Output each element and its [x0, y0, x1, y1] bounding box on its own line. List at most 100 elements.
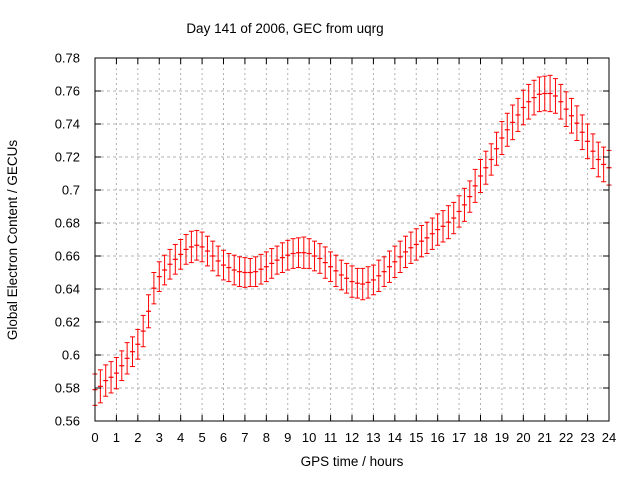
error-bar [247, 257, 253, 288]
error-bar [542, 75, 548, 112]
x-tick-label: 3 [156, 430, 163, 445]
error-bar [124, 342, 130, 375]
error-bar [263, 251, 269, 283]
error-bar [242, 257, 248, 288]
error-bar [574, 105, 580, 141]
error-bar [306, 238, 312, 269]
y-tick-label: 0.64 [55, 282, 80, 297]
tick-labels: 0 1 2 3 4 5 6 7 8 9 10 11 12 13 14 15 16 17 18 19 20 21 22 23 24… [55, 51, 617, 446]
error-bar [135, 328, 141, 360]
error-bar [146, 294, 152, 329]
x-tick-label: 9 [284, 430, 291, 445]
error-bar [140, 314, 146, 348]
error-bar [365, 266, 371, 299]
y-tick-label: 0.58 [55, 381, 80, 396]
x-tick-label: 12 [345, 430, 359, 445]
error-bar [499, 121, 505, 156]
error-bar [585, 123, 591, 160]
error-bar [274, 245, 280, 275]
error-bar [531, 79, 537, 116]
error-bar [413, 228, 419, 261]
x-tick-label: 14 [388, 430, 402, 445]
error-bar [579, 114, 585, 151]
error-bar [221, 249, 226, 281]
y-tick-label: 0.74 [55, 117, 80, 132]
x-tick-label: 23 [580, 430, 594, 445]
error-bar [386, 250, 392, 283]
error-bar [403, 235, 409, 269]
y-tick-label: 0.72 [55, 150, 80, 165]
error-bar [183, 234, 189, 265]
error-bar [467, 180, 473, 213]
error-bar [338, 259, 344, 291]
x-tick-label: 18 [473, 430, 487, 445]
error-bar [392, 245, 398, 278]
plot-border [94, 57, 610, 422]
y-tick-label: 0.78 [55, 51, 80, 66]
x-tick-label: 6 [220, 430, 227, 445]
error-bar [344, 262, 350, 294]
y-tick-label: 0.76 [55, 84, 80, 99]
error-bar [167, 248, 173, 280]
error-bar [408, 231, 414, 264]
x-tick-label: 8 [263, 430, 270, 445]
x-tick-label: 5 [198, 430, 205, 445]
error-bar [601, 146, 607, 183]
error-bar [156, 261, 162, 292]
error-bar [162, 254, 168, 286]
x-tick-label: 21 [538, 430, 552, 445]
error-bar [595, 141, 601, 178]
chart-title: Day 141 of 2006, GEC from uqrg [186, 21, 383, 36]
error-bar [445, 205, 451, 240]
error-bar [349, 265, 355, 298]
x-axis-label: GPS time / hours [301, 454, 404, 469]
x-tick-label: 13 [366, 430, 380, 445]
y-tick-label: 0.68 [55, 216, 80, 231]
error-bar [333, 254, 339, 288]
error-bar [129, 336, 135, 368]
error-bar [108, 361, 114, 394]
x-tick-label: 15 [409, 430, 423, 445]
error-bar [520, 89, 526, 126]
x-tick-label: 4 [177, 430, 184, 445]
error-bar [360, 267, 366, 301]
x-tick-label: 7 [241, 430, 248, 445]
error-bar [119, 350, 125, 382]
error-bar [536, 76, 542, 113]
error-bar [461, 187, 467, 222]
error-bar [97, 369, 103, 404]
error-bar [253, 256, 259, 288]
error-bar [210, 240, 216, 272]
x-tick-label: 24 [602, 430, 616, 445]
error-bar [322, 246, 328, 279]
error-bar [494, 131, 500, 166]
error-bar [194, 229, 200, 261]
error-bar [478, 158, 483, 193]
x-tick-label: 16 [430, 430, 444, 445]
error-bar [526, 83, 532, 120]
y-tick-label: 0.56 [55, 414, 80, 429]
error-bar [269, 248, 275, 279]
x-tick-label: 1 [113, 430, 120, 445]
error-bar [172, 243, 178, 275]
error-bar [451, 201, 457, 235]
error-bar [199, 231, 205, 263]
error-bar [295, 237, 301, 269]
x-tick-label: 19 [495, 430, 509, 445]
error-bar [483, 150, 489, 185]
error-bar [279, 242, 285, 273]
x-tick-label: 17 [452, 430, 466, 445]
error-bar [590, 133, 596, 170]
error-bar [456, 195, 462, 228]
x-tick-label: 2 [134, 430, 141, 445]
error-bar [151, 272, 157, 305]
error-bar [397, 240, 403, 273]
error-bar [188, 230, 194, 264]
plot-frame [94, 57, 610, 422]
error-bar [547, 74, 553, 113]
error-bar [204, 235, 210, 267]
error-bar [178, 239, 184, 270]
error-bar [429, 217, 435, 250]
